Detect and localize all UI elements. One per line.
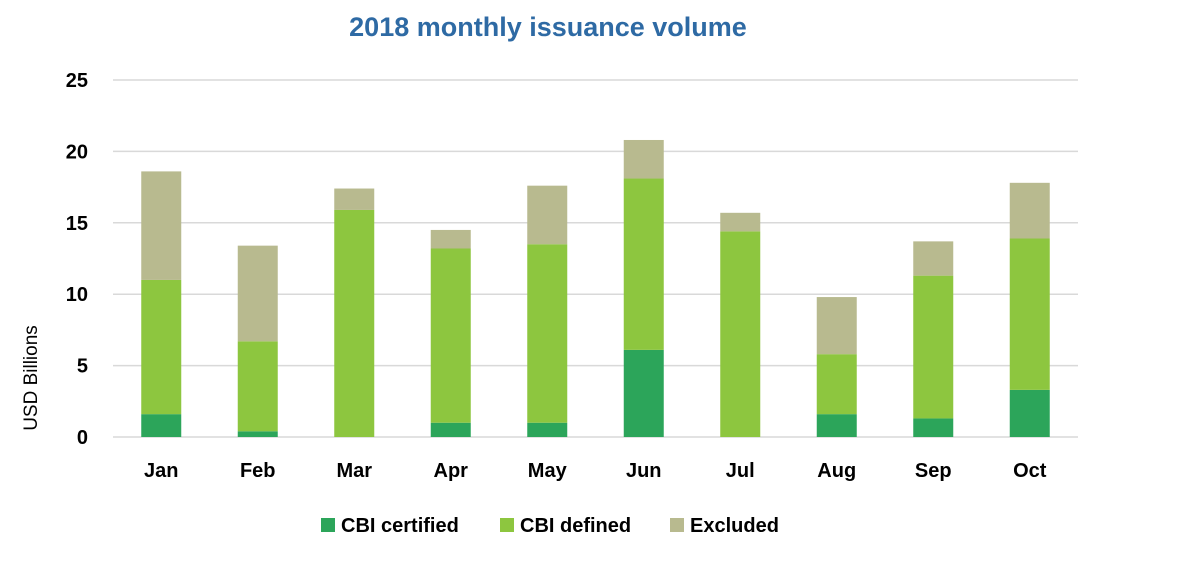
bar-segment (430, 422, 471, 437)
legend-swatch (321, 518, 335, 532)
legend: CBI certified CBI defined Excluded (321, 515, 779, 537)
y-tick-label: 20 (66, 141, 88, 163)
chart-title: 2018 monthly issuance volume (349, 12, 747, 42)
bar-segment (913, 275, 954, 419)
bar-segment (527, 422, 568, 437)
bar-segment (237, 431, 278, 437)
bar-segment (623, 178, 664, 350)
x-tick-label: Oct (1013, 460, 1047, 482)
bar-segment (237, 245, 278, 342)
y-axis-label: USD Billions (21, 325, 42, 431)
bar-segment (816, 354, 857, 415)
x-tick-label: Aug (817, 460, 856, 482)
y-tick-label: 0 (77, 427, 88, 449)
bar-segment (913, 241, 954, 276)
legend-swatch (670, 518, 684, 532)
bar-segment (1009, 238, 1050, 390)
legend-label: CBI certified (341, 515, 459, 537)
bar-segment (334, 188, 375, 210)
bar-segment (237, 341, 278, 432)
x-tick-label: Jul (726, 460, 755, 482)
bar-segment (720, 231, 761, 437)
x-tick-label: May (528, 460, 568, 482)
bar-segment (1009, 182, 1050, 239)
bar-segment (623, 139, 664, 179)
x-tick-label: Apr (434, 460, 469, 482)
y-axis-ticks: 0 5 10 15 20 25 (66, 70, 88, 449)
y-tick-label: 10 (66, 284, 88, 306)
legend-label: Excluded (690, 515, 779, 537)
bar-segment (527, 244, 568, 423)
bar-segment (141, 279, 182, 415)
bar-segment (913, 418, 954, 437)
bar-segment (816, 297, 857, 355)
bar-segment (430, 248, 471, 423)
x-axis-ticks: Jan Feb Mar Apr May Jun Jul Aug Sep Oct (144, 460, 1047, 482)
y-tick-label: 15 (66, 213, 88, 235)
bar-segment (527, 185, 568, 245)
y-tick-label: 25 (66, 70, 88, 92)
x-tick-label: Mar (336, 460, 372, 482)
bar-segment (141, 171, 182, 280)
x-tick-label: Jan (144, 460, 178, 482)
bar-segment (334, 209, 375, 437)
bars (141, 139, 1050, 437)
x-tick-label: Sep (915, 460, 952, 482)
bar-segment (1009, 389, 1050, 437)
legend-label: CBI defined (520, 515, 631, 537)
x-tick-label: Jun (626, 460, 662, 482)
x-tick-label: Feb (240, 460, 276, 482)
bar-segment (816, 414, 857, 437)
bar-segment (623, 349, 664, 437)
y-tick-label: 5 (77, 356, 88, 378)
bar-segment (720, 212, 761, 232)
bar-segment (430, 229, 471, 249)
bar-segment (141, 414, 182, 437)
legend-swatch (500, 518, 514, 532)
